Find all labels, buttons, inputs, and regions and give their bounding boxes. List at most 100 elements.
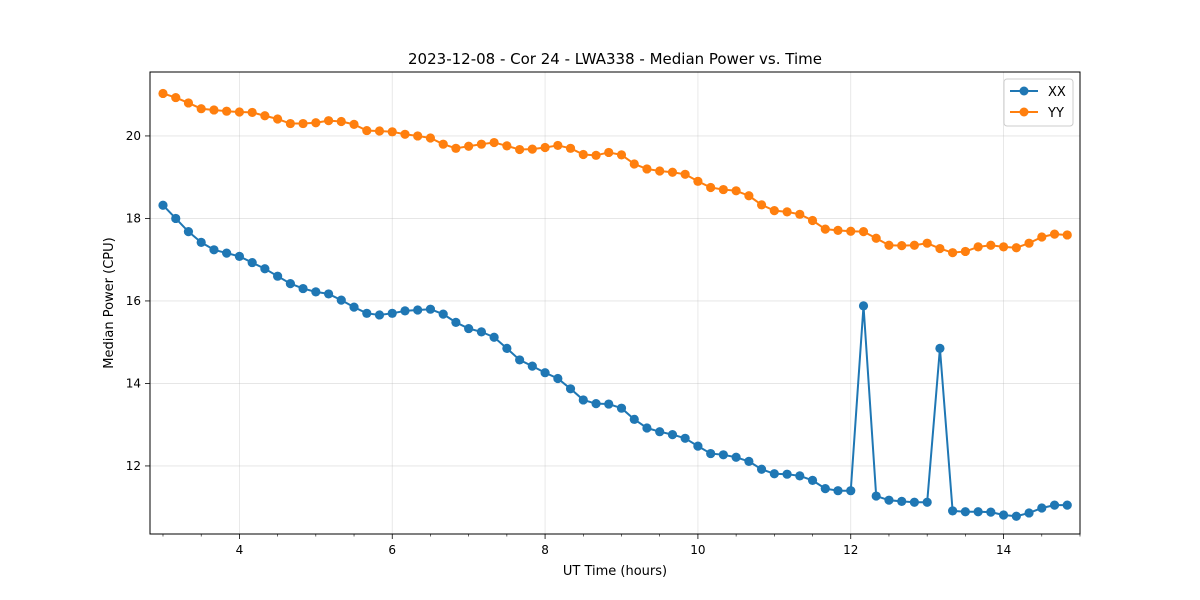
grid bbox=[150, 72, 1080, 534]
data-point-xx bbox=[604, 399, 614, 409]
data-point-xx bbox=[973, 507, 983, 517]
data-point-yy bbox=[795, 209, 805, 219]
data-point-xx bbox=[336, 295, 346, 305]
data-point-xx bbox=[871, 491, 881, 501]
data-point-xx bbox=[476, 327, 487, 337]
data-point-yy bbox=[642, 164, 652, 174]
data-point-xx bbox=[858, 301, 869, 311]
data-point-yy bbox=[756, 200, 767, 210]
data-point-xx bbox=[400, 306, 410, 316]
legend-entry-yy: YY bbox=[1010, 106, 1064, 121]
data-point-xx bbox=[578, 395, 588, 405]
data-point-xx bbox=[298, 283, 308, 294]
axes: 4 6 8 10 12 14 12 14 16 18 20 bbox=[126, 129, 1081, 557]
y-tick-label: 18 bbox=[126, 211, 141, 225]
data-point-yy bbox=[476, 139, 487, 149]
data-point-yy bbox=[693, 176, 703, 186]
data-point-yy bbox=[209, 105, 219, 115]
x-tick-label: 8 bbox=[541, 543, 549, 557]
x-axis-label: UT Time (hours) bbox=[563, 564, 667, 579]
data-point-yy bbox=[578, 149, 588, 160]
legend-label-xx: XX bbox=[1048, 85, 1066, 100]
data-point-xx bbox=[374, 310, 385, 320]
series-yy bbox=[158, 88, 1072, 258]
data-point-xx bbox=[960, 507, 970, 517]
data-point-yy bbox=[502, 141, 512, 151]
data-point-xx bbox=[1037, 503, 1047, 513]
data-point-yy bbox=[629, 159, 639, 169]
data-point-xx bbox=[948, 506, 958, 516]
data-point-xx bbox=[909, 497, 920, 507]
data-point-yy bbox=[234, 107, 245, 117]
data-point-yy bbox=[158, 88, 168, 99]
data-point-xx bbox=[247, 257, 257, 268]
data-point-yy bbox=[171, 92, 181, 103]
data-point-yy bbox=[222, 106, 232, 116]
data-point-yy bbox=[922, 238, 932, 248]
data-point-yy bbox=[362, 125, 372, 136]
data-point-xx bbox=[502, 343, 512, 353]
data-point-yy bbox=[285, 118, 295, 129]
data-point-yy bbox=[247, 107, 257, 118]
data-point-yy bbox=[374, 126, 385, 136]
data-point-yy bbox=[680, 169, 690, 179]
y-tick-label: 12 bbox=[126, 459, 141, 473]
x-tick-label: 6 bbox=[388, 543, 396, 557]
data-point-yy bbox=[298, 118, 308, 129]
data-point-xx bbox=[362, 308, 372, 318]
data-point-yy bbox=[948, 248, 958, 258]
data-point-yy bbox=[349, 119, 359, 129]
data-point-xx bbox=[693, 441, 703, 451]
data-point-xx bbox=[922, 497, 932, 507]
data-point-yy bbox=[884, 240, 894, 250]
data-point-xx bbox=[425, 304, 436, 314]
data-point-yy bbox=[782, 207, 792, 217]
data-point-yy bbox=[1037, 232, 1047, 242]
data-point-yy bbox=[897, 241, 907, 251]
data-point-yy bbox=[183, 98, 194, 108]
data-point-yy bbox=[400, 129, 410, 139]
data-point-xx bbox=[553, 373, 563, 384]
data-point-xx bbox=[413, 305, 423, 315]
legend-marker-yy bbox=[1019, 107, 1029, 117]
data-point-yy bbox=[336, 116, 346, 127]
data-point-xx bbox=[744, 456, 754, 466]
data-point-xx bbox=[897, 496, 907, 507]
data-point-xx bbox=[884, 495, 894, 505]
data-point-yy bbox=[604, 147, 614, 158]
y-tick-label: 16 bbox=[126, 294, 141, 308]
data-point-xx bbox=[183, 227, 194, 237]
data-point-yy bbox=[667, 167, 678, 177]
y-tick-label: 14 bbox=[126, 376, 141, 390]
data-point-yy bbox=[998, 242, 1009, 252]
data-point-xx bbox=[655, 427, 665, 437]
legend: XX YY bbox=[1003, 78, 1074, 127]
data-point-xx bbox=[642, 423, 652, 433]
data-point-xx bbox=[986, 507, 996, 517]
data-point-xx bbox=[323, 289, 334, 299]
y-axis-label: Median Power (CPU) bbox=[102, 237, 117, 368]
data-point-yy bbox=[464, 141, 474, 151]
data-point-yy bbox=[591, 150, 601, 160]
data-point-yy bbox=[935, 243, 945, 254]
data-point-xx bbox=[515, 355, 525, 365]
data-point-xx bbox=[158, 200, 168, 210]
data-point-yy bbox=[323, 116, 334, 126]
data-point-yy bbox=[718, 184, 728, 195]
y-tick-label: 20 bbox=[126, 129, 141, 143]
data-point-xx bbox=[846, 486, 856, 496]
data-point-xx bbox=[234, 251, 245, 261]
data-point-xx bbox=[616, 403, 627, 413]
data-point-yy bbox=[871, 233, 881, 243]
data-point-xx bbox=[998, 510, 1009, 520]
data-point-yy bbox=[527, 144, 537, 154]
data-point-yy bbox=[425, 133, 436, 143]
legend-marker-xx bbox=[1019, 86, 1029, 96]
x-tick-label: 4 bbox=[236, 543, 244, 557]
data-point-yy bbox=[260, 111, 270, 121]
data-point-yy bbox=[1049, 229, 1060, 239]
data-point-yy bbox=[515, 144, 525, 155]
data-point-yy bbox=[973, 242, 983, 252]
data-point-xx bbox=[464, 323, 474, 334]
